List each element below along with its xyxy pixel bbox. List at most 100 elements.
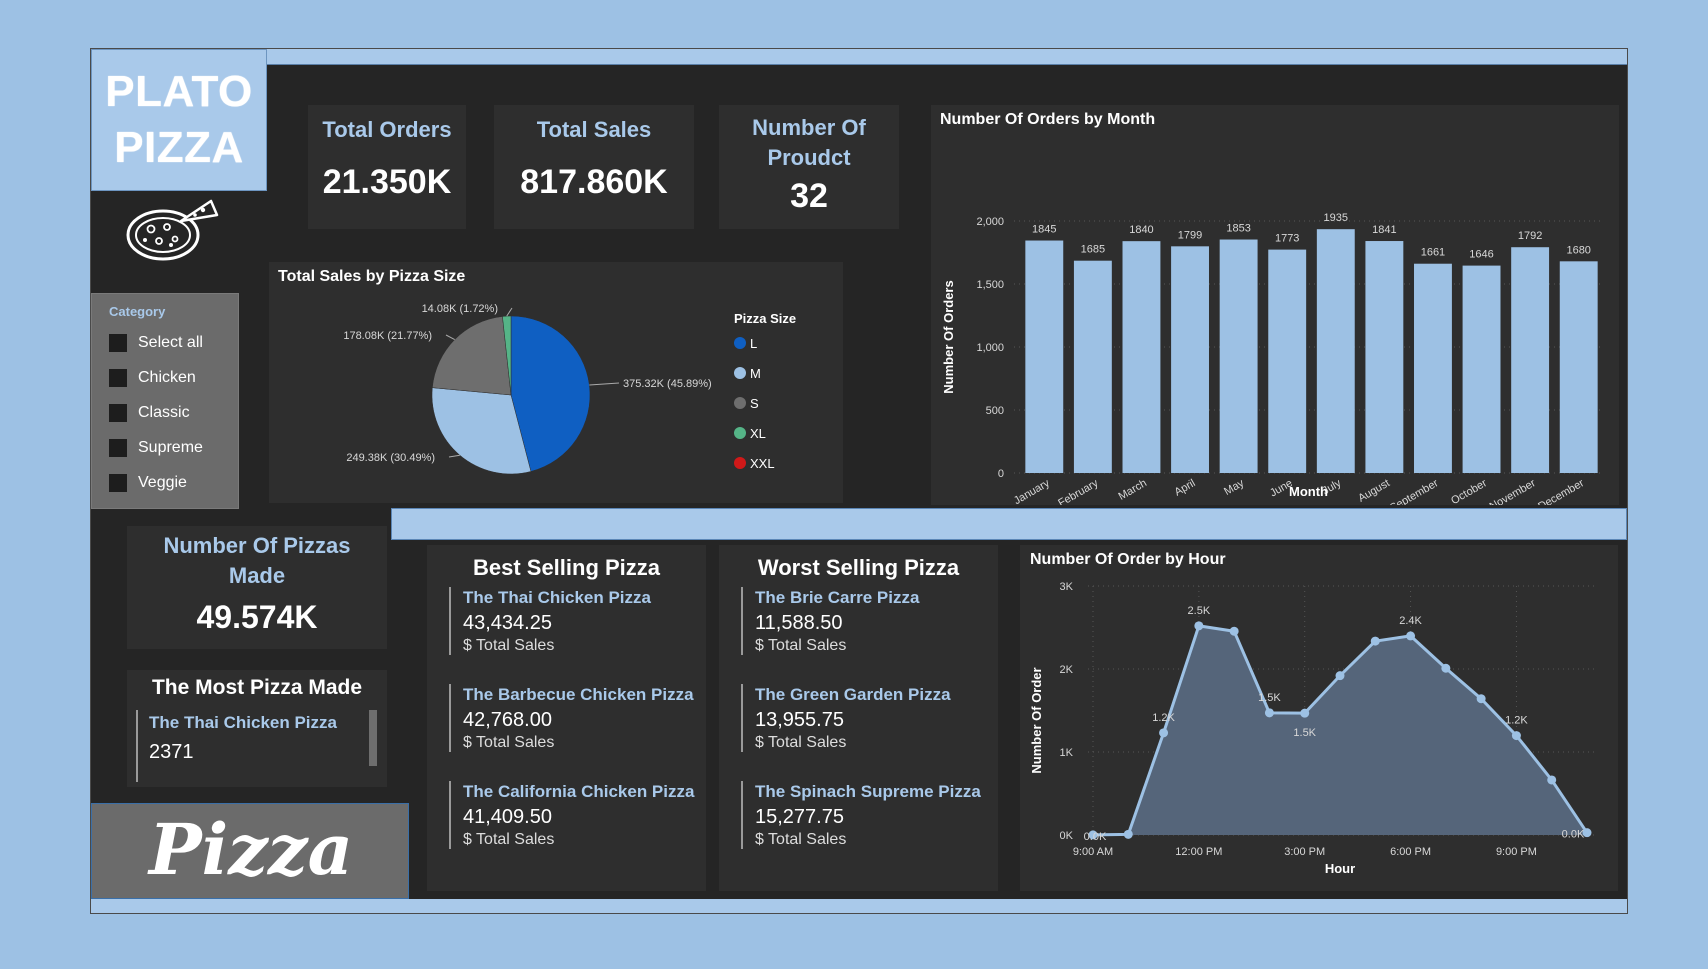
x-tick-label: January <box>1012 477 1052 505</box>
leader-line <box>506 307 513 317</box>
slicer-item-label: Select all <box>138 333 203 351</box>
list-item: The Thai Chicken Pizza 43,434.25 $ Total… <box>449 587 651 655</box>
data-point[interactable] <box>1088 830 1098 840</box>
checkbox[interactable] <box>109 473 127 492</box>
bar-october[interactable] <box>1462 265 1501 473</box>
slicer-item-chicken[interactable]: Chicken <box>109 360 238 395</box>
checkbox[interactable] <box>109 333 127 352</box>
bar-march[interactable] <box>1122 241 1161 473</box>
kpi-total-orders: Total Orders 21.350K <box>308 105 466 229</box>
bar-february[interactable] <box>1073 260 1112 473</box>
legend-item-xl[interactable]: XL <box>750 426 766 441</box>
slicer-item-supreme[interactable]: Supreme <box>109 430 238 465</box>
pizza-script-logo: Pizza <box>91 803 409 899</box>
bar-data-label: 1853 <box>1226 223 1250 235</box>
slicer-item-label: Chicken <box>138 368 196 386</box>
legend-item-xxl[interactable]: XXL <box>750 456 775 471</box>
data-point[interactable] <box>1547 775 1557 785</box>
legend-title: Pizza Size <box>734 311 796 326</box>
point-data-label: 0.0K <box>1562 829 1585 841</box>
sales-label: $ Total Sales <box>755 734 847 751</box>
list-item: The California Chicken Pizza 41,409.50 $… <box>449 781 694 849</box>
sales-label: $ Total Sales <box>463 831 555 848</box>
list-item: The Brie Carre Pizza 11,588.50 $ Total S… <box>741 587 919 655</box>
data-point[interactable] <box>1335 671 1345 681</box>
legend-item-m[interactable]: M <box>750 366 761 381</box>
list-item: The Spinach Supreme Pizza 15,277.75 $ To… <box>741 781 981 849</box>
bar-september[interactable] <box>1414 263 1452 473</box>
pizza-name: The Green Garden Pizza <box>755 685 951 704</box>
leader-line <box>445 334 455 341</box>
slicer-title: Category <box>109 304 166 319</box>
y-axis-title: Number Of Orders <box>941 280 956 393</box>
sales-label: $ Total Sales <box>755 637 847 654</box>
chart-title: Number Of Order by Hour <box>1030 551 1226 568</box>
x-tick-label: December <box>1536 477 1586 505</box>
bar-data-label: 1646 <box>1469 249 1493 261</box>
data-point[interactable] <box>1159 728 1169 738</box>
data-point[interactable] <box>1582 828 1592 838</box>
pie-slice-m[interactable] <box>431 387 532 475</box>
bar-chart: 0 500 1,000 1,500 2,000 1845 January 1685 Februa… <box>941 212 1603 505</box>
area-chart-card: Number Of Order by Hour 0K 1K 2K 3K 0.0K 1.2K… <box>1020 545 1618 891</box>
point-data-label: 0.0K <box>1084 831 1107 843</box>
leader-line <box>448 454 460 458</box>
bar-january[interactable] <box>1025 240 1064 473</box>
data-point[interactable] <box>1370 636 1380 646</box>
data-point[interactable] <box>1300 708 1310 718</box>
y-tick-label: 2K <box>1060 664 1074 676</box>
bottom-accent-bar <box>91 899 1627 913</box>
kpi-pizzas-made: Number Of Pizzas Made 49.574K <box>127 526 387 649</box>
slicer-item-classic[interactable]: Classic <box>109 395 238 430</box>
data-point[interactable] <box>1194 621 1204 631</box>
kpi-value: 49.574K <box>196 599 318 635</box>
pie-data-label: 14.08K (1.72%) <box>422 303 498 315</box>
bar-data-label: 1773 <box>1275 233 1299 245</box>
pie-slice-s[interactable] <box>432 316 512 396</box>
legend-item-l[interactable]: L <box>750 336 757 351</box>
data-point[interactable] <box>1264 708 1274 718</box>
bar-august[interactable] <box>1365 241 1404 473</box>
kpi-label-line-2: Made <box>228 563 286 588</box>
checkbox[interactable] <box>109 403 127 422</box>
checkbox[interactable] <box>109 368 127 387</box>
legend-marker <box>734 367 746 379</box>
most-made-value: 2371 <box>149 741 194 763</box>
point-data-label: 1.2K <box>1152 712 1175 724</box>
data-point[interactable] <box>1123 829 1133 839</box>
x-tick-label: September <box>1388 477 1441 505</box>
most-pizza-made-card: The Most Pizza Made The Thai Chicken Piz… <box>127 670 387 787</box>
x-tick-label: 9:00 PM <box>1496 846 1537 858</box>
sales-value: 11,588.50 <box>755 612 843 634</box>
y-tick-label: 1,000 <box>976 342 1004 354</box>
pie-slice-l[interactable] <box>510 315 591 472</box>
kpi-label-line-1: Number Of <box>752 115 866 140</box>
top-accent-bar <box>267 49 1627 65</box>
chart-title: Number Of Orders by Month <box>940 111 1156 128</box>
data-point[interactable] <box>1441 663 1451 673</box>
scrollbar[interactable] <box>369 710 377 766</box>
bar-april[interactable] <box>1171 246 1209 473</box>
bar-june[interactable] <box>1268 249 1307 473</box>
bar-december[interactable] <box>1559 261 1598 473</box>
slicer-item-veggie[interactable]: Veggie <box>109 465 238 500</box>
pie-data-label: 375.32K (45.89%) <box>623 378 712 390</box>
point-data-label: 2.5K <box>1188 605 1211 617</box>
y-tick-label: 0 <box>998 468 1004 480</box>
data-point[interactable] <box>1511 731 1521 741</box>
bar-may[interactable] <box>1219 239 1258 473</box>
kpi-total-sales: Total Sales 817.860K <box>494 105 694 229</box>
pizza-name: The Barbecue Chicken Pizza <box>463 685 694 704</box>
data-point[interactable] <box>1406 631 1416 641</box>
data-point[interactable] <box>1229 626 1239 636</box>
slicer-item-select-all[interactable]: Select all <box>109 325 238 360</box>
data-point[interactable] <box>1476 694 1486 704</box>
checkbox[interactable] <box>109 438 127 457</box>
pie-chart: 375.32K (45.89%) 249.38K (30.49%) 178.08K … <box>343 303 796 475</box>
pie-data-label: 178.08K (21.77%) <box>343 330 432 342</box>
pie-data-label: 249.38K (30.49%) <box>346 452 435 464</box>
bar-november[interactable] <box>1511 247 1550 473</box>
bar-july[interactable] <box>1316 229 1355 473</box>
legend-item-s[interactable]: S <box>750 396 759 411</box>
area-fill <box>1093 625 1587 835</box>
